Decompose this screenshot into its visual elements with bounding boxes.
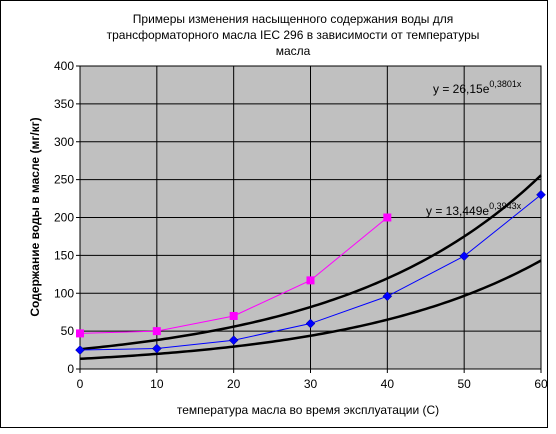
- data-point-square: [76, 329, 84, 338]
- data-point-diamond: [459, 251, 470, 261]
- y-tick-label: 250: [54, 173, 74, 187]
- data-point-square: [152, 327, 161, 336]
- x-tick-label: 60: [534, 377, 548, 391]
- chart-area: Примеры изменения насыщенного содержания…: [0, 0, 548, 428]
- x-axis-label: температура масла во время эксплуатации …: [177, 403, 439, 417]
- data-point-square: [383, 213, 392, 222]
- x-tick-label: 10: [150, 377, 164, 391]
- data-point-diamond: [382, 291, 393, 302]
- data-point-square: [306, 276, 315, 285]
- data-point-diamond: [305, 318, 316, 329]
- y-tick-label: 50: [61, 324, 75, 338]
- x-tick-label: 0: [77, 377, 84, 391]
- trendline-equation: y = 26,15e0,3801x: [433, 79, 522, 96]
- y-tick-label: 400: [54, 59, 74, 73]
- trendline: [79, 259, 542, 361]
- chart-svg: Примеры изменения насыщенного содержания…: [28, 12, 548, 417]
- y-axis-label: Содержание воды в масле (мг/кг): [28, 117, 42, 316]
- chart-title: Примеры изменения насыщенного содержания…: [107, 12, 480, 58]
- x-tick-label: 40: [381, 377, 395, 391]
- data-point-diamond: [151, 343, 162, 354]
- chart-title-line-1: Примеры изменения насыщенного содержания…: [133, 12, 453, 26]
- data-point-diamond: [75, 345, 85, 355]
- trendlines: [79, 174, 542, 361]
- data-point-square: [229, 311, 238, 320]
- trendline-labels: y = 26,15e0,3801x y = 13,449e0,3943x: [426, 79, 522, 218]
- x-tick-label: 50: [457, 377, 471, 391]
- trendline-equation: y = 13,449e0,3943x: [426, 201, 522, 218]
- y-tick-label: 150: [54, 248, 74, 262]
- y-tick-label: 100: [54, 286, 74, 300]
- y-tick-label: 0: [67, 362, 74, 376]
- y-tick-label: 200: [54, 211, 74, 225]
- y-tick-label: 350: [54, 97, 74, 111]
- x-tick-label: 20: [227, 377, 241, 391]
- axes: 0 50 100 150 200 250 300 350 400 0 10 20 30 40 50 60: [54, 59, 548, 391]
- data-point-diamond: [228, 335, 239, 346]
- data-point-diamond: [536, 189, 546, 200]
- x-tick-label: 30: [304, 377, 318, 391]
- chart-title-line-2: трансформаторного масла IEC 296 в зависи…: [107, 28, 480, 42]
- chart-title-line-3: масла: [276, 44, 311, 58]
- trendline: [79, 174, 542, 351]
- data-series: [75, 189, 546, 355]
- y-tick-label: 300: [54, 135, 74, 149]
